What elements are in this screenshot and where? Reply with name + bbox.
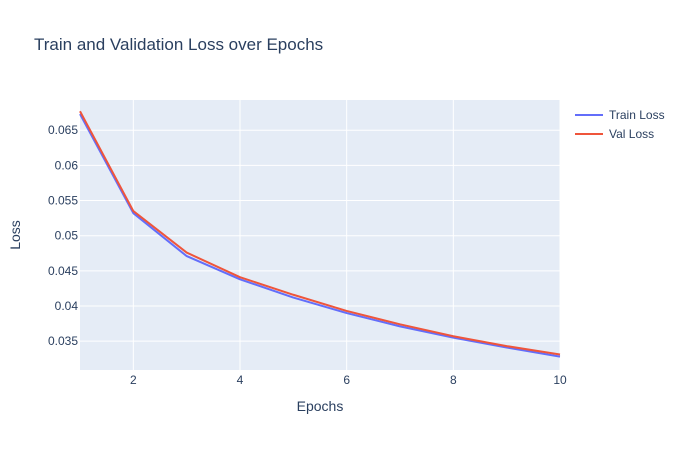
y-tick-label: 0.05 bbox=[55, 229, 79, 243]
y-tick-label: 0.04 bbox=[55, 299, 79, 313]
y-tick-label: 0.06 bbox=[55, 158, 79, 172]
x-axis-label: Epochs bbox=[297, 398, 344, 414]
legend-label-val-loss: Val Loss bbox=[609, 127, 654, 141]
legend-label-train-loss: Train Loss bbox=[609, 108, 665, 122]
val-loss-line bbox=[79, 110, 561, 356]
y-tick-label: 0.065 bbox=[48, 123, 78, 137]
x-tick-label: 2 bbox=[130, 373, 137, 387]
x-tick-label: 6 bbox=[343, 373, 350, 387]
legend: Train Loss Val Loss bbox=[575, 108, 665, 141]
x-axis-ticks: 2 4 6 8 10 bbox=[130, 373, 567, 387]
y-axis-label: Loss bbox=[7, 220, 23, 250]
chart-title: Train and Validation Loss over Epochs bbox=[34, 35, 323, 54]
x-tick-label: 4 bbox=[237, 373, 244, 387]
y-tick-label: 0.035 bbox=[48, 334, 78, 348]
x-tick-label: 10 bbox=[553, 373, 567, 387]
plot-area bbox=[80, 100, 560, 370]
x-tick-label: 8 bbox=[450, 373, 457, 387]
train-loss-line bbox=[79, 113, 561, 358]
y-tick-label: 0.045 bbox=[48, 264, 78, 278]
y-tick-label: 0.055 bbox=[48, 194, 78, 208]
y-axis-ticks: 0.035 0.04 0.045 0.05 0.055 0.06 0.065 bbox=[48, 123, 78, 348]
series-lines bbox=[79, 110, 561, 358]
